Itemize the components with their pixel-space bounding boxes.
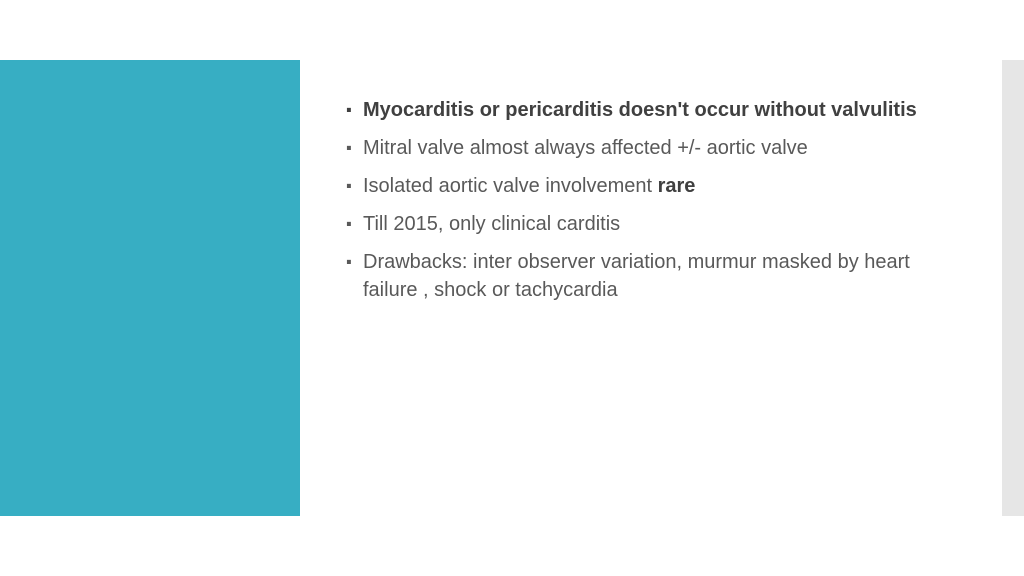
right-accent-block bbox=[1002, 60, 1024, 516]
bullet-text-segment: Isolated aortic valve involvement bbox=[363, 175, 658, 197]
bullet-text-segment: Drawbacks: inter observer variation, mur… bbox=[363, 251, 910, 301]
bullet-item: Drawbacks: inter observer variation, mur… bbox=[345, 248, 965, 304]
left-accent-block bbox=[0, 60, 300, 516]
bullet-item: Till 2015, only clinical carditis bbox=[345, 210, 965, 238]
bullet-text-segment: Mitral valve almost always affected +/- … bbox=[363, 137, 808, 159]
bullet-item: Myocarditis or pericarditis doesn't occu… bbox=[345, 96, 965, 124]
content-area: Myocarditis or pericarditis doesn't occu… bbox=[345, 96, 965, 314]
bullet-item: Isolated aortic valve involvement rare bbox=[345, 172, 965, 200]
bullet-list: Myocarditis or pericarditis doesn't occu… bbox=[345, 96, 965, 304]
bullet-item: Mitral valve almost always affected +/- … bbox=[345, 134, 965, 162]
bullet-text-segment: Till 2015, only clinical carditis bbox=[363, 213, 620, 235]
bullet-text-segment: rare bbox=[658, 175, 696, 197]
bullet-text-segment: Myocarditis or pericarditis doesn't occu… bbox=[363, 99, 917, 121]
